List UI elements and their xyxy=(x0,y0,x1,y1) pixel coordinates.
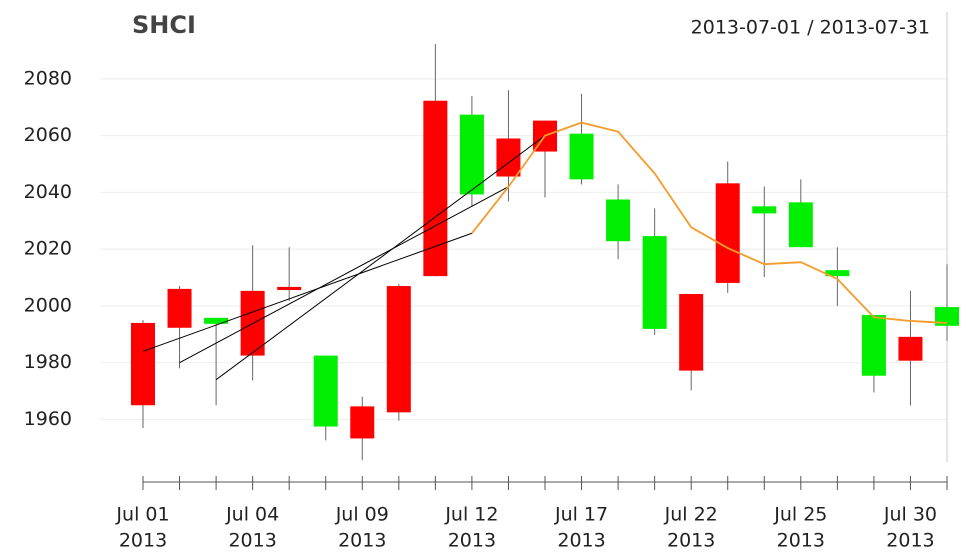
x-tick-label: 2013 xyxy=(448,530,496,552)
chart-subtitle: 2013-07-01 / 2013-07-31 xyxy=(691,17,930,39)
link-line xyxy=(142,232,473,352)
x-tick-label: 2013 xyxy=(667,530,715,552)
x-tick-label: 2013 xyxy=(119,530,167,552)
x-tick-label: Jul 01 xyxy=(115,504,169,526)
x-tick-label: 2013 xyxy=(886,530,934,552)
candle-body xyxy=(752,206,777,214)
x-tick-label: Jul 17 xyxy=(554,504,608,526)
candle-body xyxy=(386,286,411,413)
x-tick-label: 2013 xyxy=(557,530,605,552)
candle-body xyxy=(715,183,740,283)
y-tick-label: 1980 xyxy=(24,351,72,373)
candle-body xyxy=(898,336,923,361)
candle-body xyxy=(131,322,155,406)
x-tick-label: Jul 04 xyxy=(225,504,279,526)
candle-body xyxy=(935,307,959,326)
candle-body xyxy=(679,294,704,371)
moving-average xyxy=(471,121,948,324)
candle-body xyxy=(459,114,484,195)
x-tick-label: Jul 30 xyxy=(883,504,937,526)
y-tick-label: 2000 xyxy=(24,294,72,316)
x-tick-label: 2013 xyxy=(777,530,825,552)
candle-body xyxy=(642,236,667,329)
y-tick-label: 2040 xyxy=(24,181,72,203)
link-line xyxy=(179,186,509,364)
candle-body xyxy=(606,199,631,242)
candle-body xyxy=(277,286,302,291)
candle-body xyxy=(569,133,594,180)
y-tick-label: 2020 xyxy=(24,238,72,260)
candle-body xyxy=(788,202,813,248)
y-tick-label: 1960 xyxy=(24,408,72,430)
candle-body xyxy=(350,406,375,439)
x-tick-label: Jul 12 xyxy=(444,504,498,526)
candle-body xyxy=(496,138,521,177)
x-tick-label: 2013 xyxy=(338,530,386,552)
x-tick-label: Jul 09 xyxy=(335,504,389,526)
candle-body xyxy=(313,355,338,427)
y-tick-label: 2060 xyxy=(24,124,72,146)
candle-body xyxy=(825,270,850,277)
y-tick-label: 2080 xyxy=(24,67,72,89)
x-tick-label: Jul 25 xyxy=(773,504,827,526)
candle-body xyxy=(204,317,229,324)
chart-title: SHCI xyxy=(132,11,196,39)
link-line xyxy=(215,135,546,381)
candle-body xyxy=(861,315,886,376)
x-tick-label: Jul 22 xyxy=(664,504,718,526)
x-tick-label: 2013 xyxy=(228,530,276,552)
candle-body xyxy=(167,288,192,328)
